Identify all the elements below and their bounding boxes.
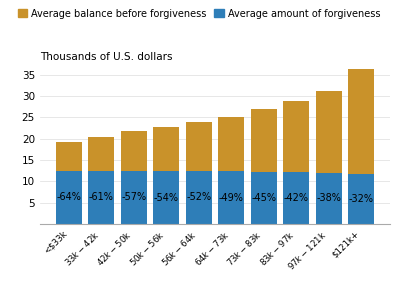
Bar	[348, 69, 374, 174]
Bar	[316, 91, 341, 173]
Bar	[56, 171, 82, 224]
Bar	[88, 137, 114, 171]
Text: -54%: -54%	[154, 193, 179, 203]
Bar	[186, 122, 212, 171]
Bar	[251, 109, 277, 172]
Text: -32%: -32%	[349, 194, 374, 204]
Bar	[56, 141, 82, 171]
Text: -42%: -42%	[284, 193, 308, 203]
Bar	[348, 174, 374, 224]
Bar	[88, 171, 114, 224]
Bar	[153, 171, 179, 224]
Text: -49%: -49%	[219, 193, 244, 203]
Text: -57%: -57%	[121, 192, 146, 202]
Bar	[316, 173, 341, 224]
Text: -38%: -38%	[316, 193, 341, 203]
Bar	[218, 117, 244, 171]
Bar	[121, 131, 147, 171]
Text: -52%: -52%	[186, 192, 211, 202]
Bar	[121, 171, 147, 224]
Text: -64%: -64%	[56, 192, 81, 202]
Text: -45%: -45%	[251, 193, 276, 203]
Text: Thousands of U.S. dollars: Thousands of U.S. dollars	[40, 52, 172, 62]
Bar	[153, 127, 179, 171]
Bar	[186, 171, 212, 224]
Bar	[283, 101, 309, 172]
Bar	[251, 172, 277, 224]
Bar	[218, 171, 244, 224]
Legend: Average balance before forgiveness, Average amount of forgiveness: Average balance before forgiveness, Aver…	[14, 5, 384, 23]
Bar	[283, 172, 309, 224]
Text: -61%: -61%	[89, 192, 114, 202]
